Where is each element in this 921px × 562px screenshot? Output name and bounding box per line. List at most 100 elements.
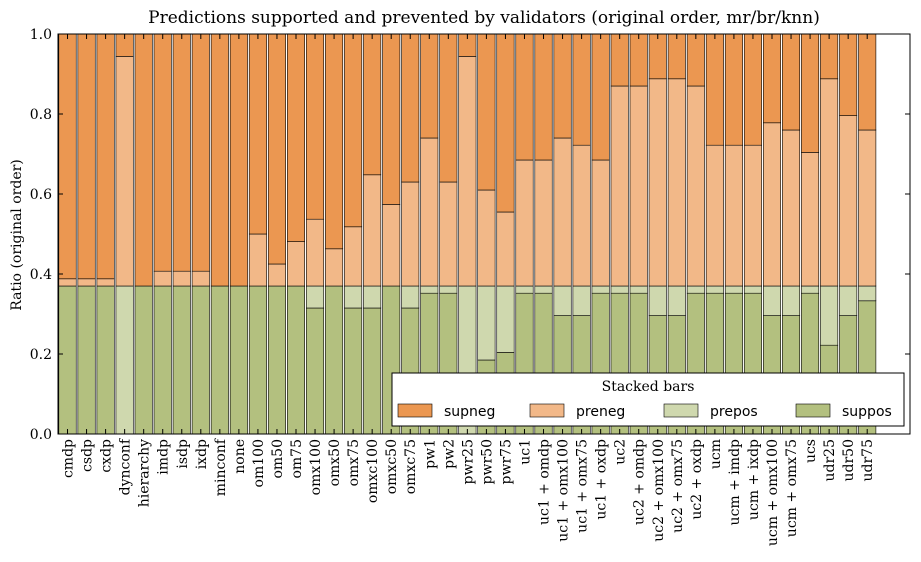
legend: Stacked bars supneg preneg prepos suppos [391, 372, 905, 427]
legend-swatch-suppos [795, 403, 831, 418]
x-tick-label: uc1 + omx100 [556, 439, 572, 542]
bar-preneg [115, 56, 134, 287]
x-tick-label: omx50 [327, 439, 343, 486]
y-tick-label: 0.8 [30, 107, 52, 123]
bar-preneg [858, 129, 877, 287]
bar-preneg [610, 85, 629, 287]
bar-suppos [153, 285, 172, 435]
legend-label-suppos: suppos [842, 404, 892, 420]
x-tick-label: omxc75 [403, 439, 419, 494]
bar-supneg [172, 33, 191, 272]
x-tick-label: pwr50 [479, 439, 495, 484]
bar-supneg [58, 33, 77, 280]
bar-prepos [306, 285, 325, 309]
bar-preneg [648, 78, 667, 287]
x-tick-label: cmdp [61, 439, 77, 478]
bar-prepos [115, 285, 134, 435]
x-tick-label: pw2 [441, 439, 457, 469]
bar-preneg [267, 263, 286, 287]
bar-supneg [705, 33, 724, 146]
bar-supneg [667, 33, 686, 80]
x-tick-label: uc1 + oxdp [594, 439, 610, 520]
bar-prepos [686, 285, 705, 294]
bar-prepos [363, 285, 382, 309]
bar-prepos [572, 285, 591, 316]
bar-prepos [648, 285, 667, 316]
bar-prepos [515, 285, 534, 294]
x-tick-label: ixdp [194, 439, 210, 469]
legend-label-prepos: prepos [710, 404, 758, 420]
bar-prepos [344, 285, 363, 309]
bar-preneg [686, 85, 705, 287]
bar-prepos [553, 285, 572, 316]
x-tick-label: ucm + ixdp [746, 439, 762, 520]
bar-suppos [344, 307, 363, 435]
bar-supneg [610, 33, 629, 87]
x-tick-label: ucs [803, 439, 819, 463]
bar-preneg [839, 115, 858, 287]
plot-frame [57, 33, 911, 435]
bar-supneg [572, 33, 591, 146]
bar-supneg [858, 33, 877, 131]
y-tick-label: 0.4 [30, 267, 52, 283]
y-ticks-group: 0.0 0.2 0.4 0.6 0.8 1.0 [30, 27, 910, 443]
x-tick-label: hierarchy [137, 439, 153, 507]
x-tick-label: uc1 + omx75 [575, 439, 591, 533]
bar-preneg [58, 278, 77, 287]
bar-supneg [782, 33, 801, 131]
x-ticks-group: cmdp csdp cxdp dynconf hierarchy imdp isdp ixdp… [61, 34, 876, 546]
bar-preneg [191, 270, 210, 287]
x-tick-label: uc2 + omx100 [651, 439, 667, 542]
bar-supneg [363, 33, 382, 176]
bar-supneg [534, 33, 553, 161]
bar-prepos [667, 285, 686, 316]
bar-preneg [344, 226, 363, 287]
x-tick-label: uc2 [613, 439, 629, 465]
x-tick-label: ucm [708, 439, 724, 469]
x-tick-label: minconf [213, 437, 229, 496]
bar-preneg [363, 174, 382, 287]
x-tick-label: omx75 [346, 439, 362, 486]
legend-swatch-prepos [663, 403, 699, 418]
bar-suppos [134, 285, 153, 435]
bar-suppos [191, 285, 210, 435]
bar-suppos [363, 307, 382, 435]
y-tick-label: 0.0 [30, 427, 52, 443]
bar-supneg [515, 33, 534, 161]
bar-supneg [477, 33, 496, 191]
x-tick-label: imdp [156, 439, 172, 475]
x-tick-label: omxc100 [365, 439, 381, 503]
bar-preneg [382, 204, 401, 287]
bar-preneg [306, 218, 325, 287]
bar-suppos [306, 307, 325, 435]
bar-preneg [286, 241, 305, 287]
x-tick-label: ucm + omx100 [765, 439, 781, 546]
bar-preneg [591, 159, 610, 287]
bar-preneg [801, 152, 820, 287]
bar-preneg [743, 144, 762, 287]
x-tick-label: omxc50 [384, 439, 400, 494]
bar-suppos [286, 285, 305, 435]
x-tick-label: om75 [289, 439, 305, 479]
bar-supneg [96, 33, 115, 280]
bar-supneg [210, 33, 229, 287]
bar-preneg [667, 78, 686, 287]
bar-supneg [344, 33, 363, 228]
x-tick-label: pwr75 [498, 439, 514, 484]
x-tick-label: pwr25 [460, 439, 476, 484]
bar-prepos [705, 285, 724, 294]
bar-supneg [743, 33, 762, 146]
bar-supneg [439, 33, 458, 183]
x-tick-label: uc2 + omx75 [670, 439, 686, 533]
x-tick-label: om50 [270, 439, 286, 479]
bar-prepos [401, 285, 420, 309]
bar-supneg [77, 33, 96, 280]
bar-prepos [591, 285, 610, 294]
bar-supneg [401, 33, 420, 183]
y-tick-label: 1.0 [30, 27, 52, 43]
bar-prepos [496, 285, 515, 353]
bar-prepos [439, 285, 458, 294]
bar-preneg [96, 278, 115, 287]
bar-prepos [724, 285, 743, 294]
bar-supneg [591, 33, 610, 161]
